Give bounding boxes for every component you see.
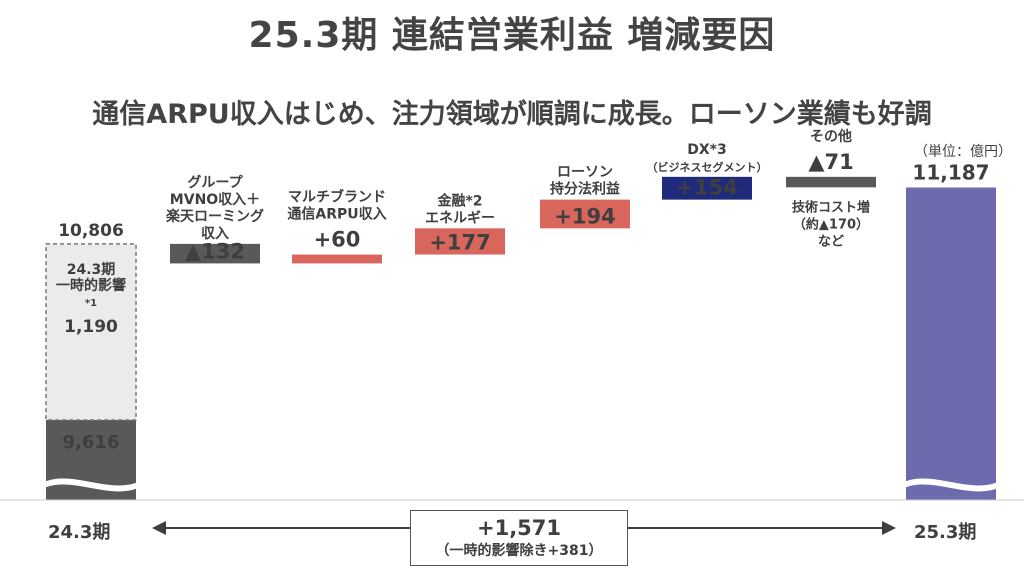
waterfall-step-label: ローソン [557, 165, 613, 181]
waterfall-step-label: エネルギー [425, 209, 495, 226]
change-summary-box: +1,571 （一時的影響除き+381） [410, 510, 628, 566]
waterfall-step-value-label: +177 [429, 231, 490, 255]
waterfall-step-bar [540, 199, 630, 229]
waterfall-step-note: など [818, 234, 844, 249]
axis-break [904, 478, 998, 492]
waterfall-step-value-label: ▲132 [185, 239, 245, 263]
waterfall-step-note: 技術コスト増 [792, 199, 870, 215]
axis-break [44, 478, 138, 492]
start-period-label: 24.3期 [48, 522, 111, 543]
change-value: +1,571 [476, 516, 562, 540]
waterfall-step-bar [662, 176, 752, 200]
end-value-label: 11,187 [912, 160, 989, 184]
start-total-label: 10,806 [58, 221, 124, 241]
waterfall-step-value-label: +60 [314, 228, 361, 252]
waterfall-step-label: DX*3 [687, 142, 726, 158]
change-arrow-head-right [882, 521, 896, 535]
waterfall-step-value-label: ▲71 [808, 150, 853, 174]
waterfall-step-label: マルチブランド [288, 189, 386, 206]
change-note: （一時的影響除き+381） [435, 543, 603, 559]
one-time-label: *1 [85, 298, 97, 309]
change-arrow-head-left [152, 521, 166, 535]
waterfall-step-label: グループ [187, 174, 243, 191]
waterfall-step-bar [415, 228, 505, 255]
page-title: 25.3期 連結営業利益 増減要因 [248, 15, 776, 56]
unit-label: （単位：億円） [914, 144, 1012, 160]
waterfall-step-bar [292, 254, 382, 264]
waterfall-step-bar [786, 176, 876, 188]
waterfall-step-label: （ビジネスセグメント） [647, 160, 768, 174]
waterfall-step-label: 収入 [201, 225, 229, 242]
waterfall-step-label: MVNO収入＋ [170, 191, 260, 208]
waterfall-step-value-label: +194 [554, 204, 615, 228]
waterfall-step-label: 金融*2 [436, 192, 482, 209]
one-time-label: 24.3期 [67, 262, 116, 278]
start-one-time-bar [45, 243, 137, 421]
one-time-label: 一時的影響 [56, 277, 126, 294]
page-subtitle: 通信ARPU収入はじめ、注力領域が順調に成長。ローソン業績も好調 [92, 99, 932, 130]
waterfall-step-note: （約▲170） [793, 216, 869, 232]
end-period-label: 25.3期 [914, 522, 977, 543]
end-bar [906, 187, 996, 500]
start-base-value-label: 9,616 [63, 432, 120, 453]
waterfall-step-label: 楽天ローミング [165, 208, 264, 225]
waterfall-step-bar [170, 243, 260, 264]
waterfall-step-label: 通信ARPU収入 [287, 206, 386, 223]
waterfall-step-value-label: +154 [676, 176, 737, 200]
waterfall-step-label: その他 [810, 128, 852, 145]
waterfall-step-label: 持分法利益 [550, 181, 620, 198]
one-time-value-label: 1,190 [64, 317, 118, 337]
